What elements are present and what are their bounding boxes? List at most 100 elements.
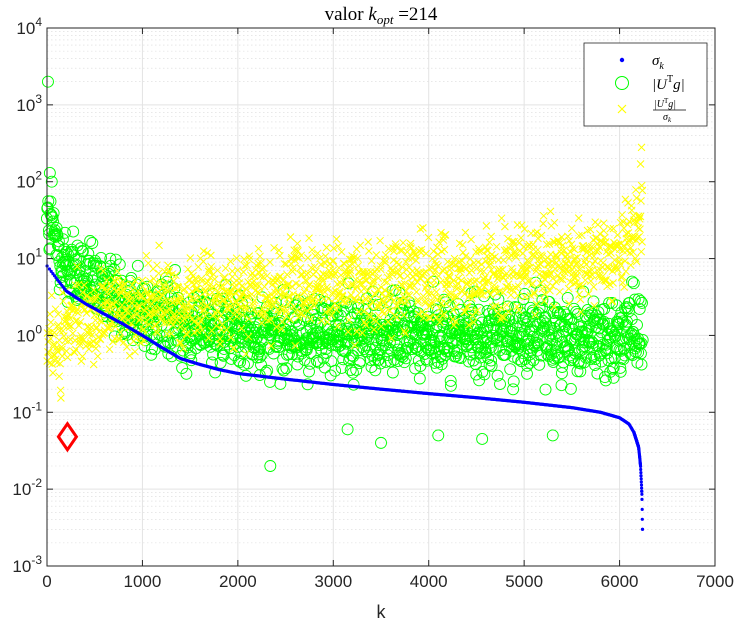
- utg-marker: [459, 332, 472, 345]
- ratio-marker: [377, 283, 386, 292]
- ratio-marker: [443, 280, 452, 288]
- ratio-marker: [425, 313, 434, 322]
- ratio-marker: [131, 276, 139, 285]
- utg-marker: [549, 345, 562, 358]
- ratio-marker: [143, 298, 152, 306]
- ratio-marker: [564, 232, 572, 241]
- ratio-marker: [380, 286, 389, 294]
- ratio-marker: [622, 267, 630, 276]
- ratio-marker: [558, 241, 567, 250]
- ratio-marker: [521, 293, 529, 301]
- utg-marker: [277, 364, 290, 377]
- ratio-marker: [591, 257, 599, 265]
- utg-marker: [580, 351, 592, 364]
- y-tick-label: 103: [16, 92, 42, 115]
- x-tick-label: 7000: [696, 572, 734, 591]
- utg-marker: [432, 356, 445, 369]
- ratio-marker: [461, 252, 470, 260]
- ratio-marker: [514, 282, 523, 291]
- utg-marker: [561, 291, 574, 304]
- x-tick-label: 5000: [505, 572, 543, 591]
- ratio-marker: [337, 248, 346, 256]
- ratio-marker: [635, 232, 644, 241]
- ratio-marker: [574, 214, 583, 222]
- ratio-marker: [113, 275, 122, 284]
- ratio-marker: [550, 302, 558, 311]
- ratio-marker: [517, 221, 526, 230]
- utg-marker: [329, 364, 342, 377]
- ratio-marker: [243, 261, 251, 270]
- ratio-marker: [403, 297, 411, 306]
- ratio-marker: [306, 315, 315, 323]
- ratio-marker: [377, 322, 386, 331]
- ratio-marker: [207, 262, 216, 271]
- utg-marker: [451, 297, 464, 310]
- ratio-marker: [223, 304, 231, 313]
- ratio-marker: [632, 194, 641, 202]
- utg-marker: [539, 383, 552, 396]
- ratio-marker: [325, 306, 334, 315]
- ratio-marker: [461, 228, 470, 237]
- ratio-marker: [352, 296, 360, 305]
- ratio-marker: [475, 247, 483, 256]
- ratio-marker: [449, 306, 458, 314]
- utg-marker: [86, 237, 99, 249]
- ratio-marker: [414, 310, 423, 318]
- ratio-marker: [344, 327, 353, 336]
- ratio-marker: [424, 233, 433, 242]
- ratio-marker: [305, 280, 314, 289]
- ratio-marker: [440, 310, 448, 318]
- ratio-marker: [306, 304, 314, 312]
- ratio-marker: [226, 314, 234, 323]
- ratio-marker: [637, 143, 646, 152]
- ratio-marker: [481, 278, 489, 287]
- ratio-marker: [291, 341, 300, 350]
- ratio-marker: [453, 292, 462, 301]
- ratio-marker: [259, 264, 268, 273]
- ratio-marker: [391, 240, 400, 248]
- utg-marker: [354, 355, 367, 367]
- ratio-marker: [230, 283, 239, 291]
- sigma-marker: [640, 527, 645, 531]
- ratio-marker: [277, 325, 286, 333]
- ratio-marker: [174, 283, 183, 292]
- ratio-marker: [607, 242, 616, 251]
- ratio-marker: [237, 324, 246, 333]
- ratio-marker: [245, 314, 253, 323]
- ratio-marker: [618, 210, 626, 219]
- ratio-marker: [577, 231, 586, 240]
- ratio-marker: [238, 311, 247, 320]
- utg-marker: [204, 340, 217, 353]
- ratio-marker: [338, 280, 346, 289]
- utg-marker: [375, 436, 387, 449]
- ratio-marker: [443, 258, 452, 266]
- ratio-marker: [183, 330, 191, 339]
- ratio-marker: [46, 310, 54, 318]
- ratio-marker: [285, 293, 293, 302]
- ratio-marker: [233, 266, 242, 274]
- utg-marker: [214, 356, 227, 369]
- ratio-marker: [541, 290, 549, 298]
- ratio-marker: [387, 334, 396, 343]
- ratio-marker: [504, 307, 513, 316]
- ratio-marker: [329, 256, 338, 265]
- legend-ratio-denominator: σk: [663, 112, 672, 124]
- ratio-marker: [636, 225, 644, 233]
- utg-marker: [60, 245, 73, 258]
- ratio-marker: [539, 219, 548, 228]
- ratio-marker: [75, 321, 83, 330]
- legend-utg-label: |UTg|: [652, 74, 685, 93]
- ratio-marker: [613, 231, 622, 239]
- utg-marker: [550, 349, 563, 362]
- ratio-marker: [548, 282, 557, 290]
- ratio-marker: [257, 319, 266, 327]
- ratio-marker: [476, 266, 485, 275]
- ratio-marker: [381, 251, 390, 259]
- ratio-marker: [500, 246, 509, 255]
- ratio-marker: [89, 337, 98, 346]
- ratio-marker: [566, 248, 575, 256]
- ratio-marker: [281, 282, 289, 290]
- ratio-marker: [91, 296, 99, 304]
- utg-marker: [461, 333, 474, 346]
- ratio-marker: [496, 267, 505, 275]
